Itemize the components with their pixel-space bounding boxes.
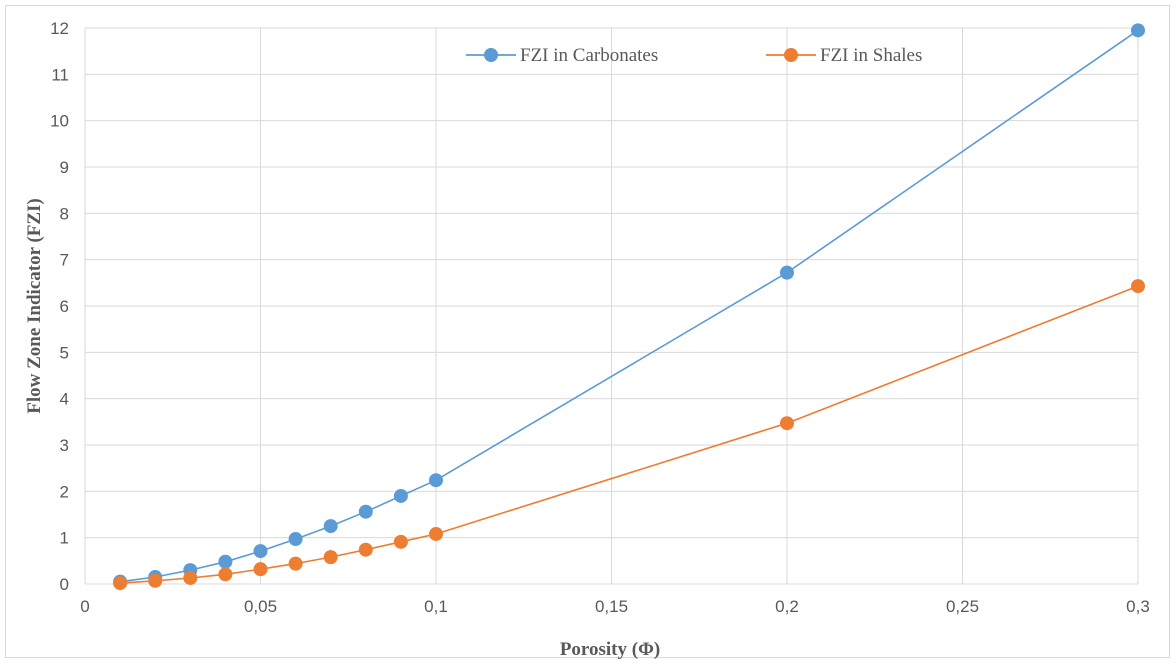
data-point-1 (780, 416, 794, 431)
data-point-0 (323, 519, 338, 534)
y-tick-label: 2 (60, 482, 69, 501)
legend-marker-shales (784, 48, 798, 62)
legend-entry-shales: FZI in Shales (766, 45, 922, 66)
data-point-1 (288, 556, 303, 571)
series-layer (113, 23, 1145, 591)
y-tick-label: 9 (60, 158, 69, 177)
data-point-1 (393, 534, 408, 549)
data-point-1 (429, 526, 443, 541)
legend-label-shales: FZI in Shales (820, 45, 922, 66)
y-tick-label: 4 (60, 390, 69, 409)
data-point-0 (288, 532, 303, 547)
series-line-1 (120, 285, 1139, 584)
data-point-1 (253, 562, 268, 577)
y-tick-label: 12 (50, 19, 69, 38)
data-point-1 (218, 567, 233, 582)
data-point-1 (323, 550, 338, 565)
gridlines (84, 27, 1139, 584)
data-point-0 (1131, 23, 1145, 38)
x-tick-label: 0,15 (595, 597, 628, 616)
y-tick-label: 10 (50, 112, 69, 131)
data-point-1 (1131, 279, 1145, 294)
y-tick-label: 8 (60, 204, 69, 223)
y-tick-label: 1 (60, 529, 69, 548)
x-tick-label: 0,3 (1126, 597, 1150, 616)
chart-frame (5, 5, 1170, 658)
legend-entry-carbonates: FZI in Carbonates (466, 45, 658, 66)
y-tick-label: 6 (60, 297, 69, 316)
data-point-0 (218, 554, 233, 569)
data-point-0 (780, 265, 794, 280)
data-point-1 (113, 576, 128, 591)
x-tick-label: 0,2 (775, 597, 799, 616)
x-tick-label: 0,05 (244, 597, 277, 616)
y-tick-label: 7 (60, 251, 69, 270)
data-point-0 (358, 504, 373, 519)
x-tick-label: 0,25 (946, 597, 979, 616)
y-tick-label: 5 (60, 343, 69, 362)
x-tick-label: 0,1 (424, 597, 448, 616)
y-tick-label: 0 (60, 575, 69, 594)
legend-label-carbonates: FZI in Carbonates (520, 45, 658, 66)
data-point-1 (148, 573, 163, 588)
legend: FZI in Carbonates FZI in Shales (466, 45, 922, 66)
data-point-0 (393, 488, 408, 503)
data-point-0 (429, 473, 443, 488)
y-tick-label: 3 (60, 436, 69, 455)
data-point-1 (183, 570, 198, 585)
data-point-1 (358, 542, 373, 557)
y-axis-title: Flow Zone Indicator (FZI) (24, 198, 45, 414)
data-point-0 (253, 544, 268, 559)
y-tick-label: 11 (51, 65, 69, 84)
x-axis-title: Porosity (Φ) (560, 639, 660, 660)
x-tick-label: 0 (80, 597, 89, 616)
legend-marker-carbonates (484, 48, 498, 62)
